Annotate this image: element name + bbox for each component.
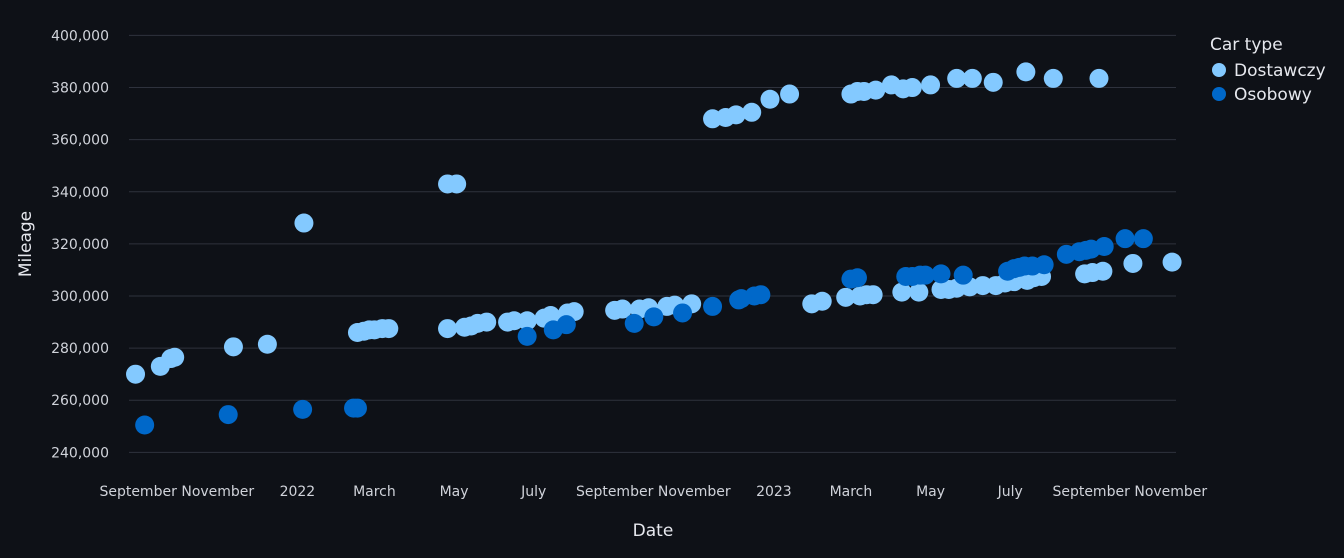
data-point[interactable] [612, 299, 632, 319]
data-point[interactable] [294, 213, 314, 233]
data-point[interactable] [931, 264, 951, 284]
data-point[interactable] [1115, 229, 1135, 249]
data-points [126, 62, 1182, 435]
y-tick-label: 260,000 [51, 393, 109, 409]
legend-marker-dostawczy [1212, 63, 1226, 77]
x-tick-label: September [1052, 484, 1130, 500]
data-point[interactable] [257, 334, 277, 354]
legend-label-osobowy: Osobowy [1234, 85, 1312, 105]
data-point[interactable] [1133, 229, 1153, 249]
data-point[interactable] [726, 105, 746, 125]
legend[interactable]: Car type Dostawczy Osobowy [1210, 35, 1326, 105]
data-point[interactable] [165, 347, 185, 367]
x-tick-label: November [1134, 484, 1207, 500]
data-point[interactable] [347, 398, 367, 418]
data-point[interactable] [953, 265, 973, 285]
data-point[interactable] [1089, 68, 1109, 88]
data-point[interactable] [847, 268, 867, 288]
data-point[interactable] [863, 285, 883, 305]
legend-label-dostawczy: Dostawczy [1234, 61, 1326, 81]
data-point[interactable] [504, 311, 524, 331]
data-point[interactable] [135, 415, 155, 435]
data-point[interactable] [517, 311, 537, 331]
data-point[interactable] [293, 399, 313, 419]
data-point[interactable] [447, 174, 467, 194]
data-point[interactable] [973, 276, 993, 296]
x-axis-title: Date [633, 521, 674, 541]
y-axis-ticks: 240,000 260,000 280,000 300,000 320,000 340,0… [51, 28, 109, 461]
x-tick-label: March [830, 484, 873, 500]
data-point[interactable] [1016, 62, 1036, 82]
data-point[interactable] [438, 319, 458, 339]
data-point[interactable] [780, 84, 800, 104]
data-point[interactable] [836, 287, 856, 307]
legend-title: Car type [1210, 35, 1283, 55]
y-tick-label: 360,000 [51, 133, 109, 149]
data-point[interactable] [1043, 68, 1063, 88]
data-point[interactable] [1162, 252, 1182, 272]
data-point[interactable] [962, 68, 982, 88]
x-tick-label: 2022 [280, 484, 316, 500]
data-point[interactable] [892, 282, 912, 302]
data-point[interactable] [760, 89, 780, 109]
y-tick-label: 400,000 [51, 28, 109, 44]
x-tick-label: September [576, 484, 654, 500]
data-point[interactable] [909, 282, 929, 302]
data-point[interactable] [477, 312, 497, 332]
x-tick-label: May [440, 484, 469, 500]
data-point[interactable] [218, 405, 238, 425]
legend-item-dostawczy[interactable]: Dostawczy [1212, 61, 1326, 81]
data-point[interactable] [866, 80, 886, 100]
data-point[interactable] [902, 78, 922, 98]
x-tick-label: May [916, 484, 945, 500]
data-point[interactable] [223, 337, 243, 357]
data-point[interactable] [751, 285, 771, 305]
series-dostawczy [126, 62, 1182, 384]
gridlines [129, 34, 1176, 453]
data-point[interactable] [742, 102, 762, 122]
data-point[interactable] [556, 315, 576, 335]
x-tick-label: November [181, 484, 254, 500]
data-point[interactable] [624, 313, 644, 333]
legend-marker-osobowy [1212, 87, 1226, 101]
data-point[interactable] [517, 326, 537, 346]
data-point[interactable] [1034, 255, 1054, 275]
y-tick-label: 300,000 [51, 289, 109, 305]
data-point[interactable] [379, 319, 399, 339]
data-point[interactable] [126, 364, 146, 384]
y-tick-label: 320,000 [51, 237, 109, 253]
x-tick-label: July [520, 484, 546, 500]
y-tick-label: 280,000 [51, 341, 109, 357]
y-axis-title: Mileage [16, 211, 36, 277]
data-point[interactable] [1094, 237, 1114, 256]
x-tick-label: 2023 [756, 484, 792, 500]
x-axis-ticks: September November 2022 March May July Septemb… [99, 484, 1207, 500]
data-point[interactable] [915, 265, 935, 285]
data-point[interactable] [703, 296, 723, 316]
legend-item-osobowy[interactable]: Osobowy [1212, 85, 1312, 105]
x-tick-label: March [353, 484, 396, 500]
x-tick-label: July [997, 484, 1023, 500]
y-tick-label: 340,000 [51, 185, 109, 201]
data-point[interactable] [644, 307, 664, 327]
data-point[interactable] [1123, 253, 1143, 273]
data-point[interactable] [947, 68, 967, 88]
data-point[interactable] [1093, 261, 1113, 281]
y-tick-label: 240,000 [51, 445, 109, 461]
y-tick-label: 380,000 [51, 81, 109, 97]
series-osobowy [135, 229, 1153, 435]
data-point[interactable] [983, 72, 1003, 92]
x-tick-label: November [658, 484, 731, 500]
data-point[interactable] [541, 306, 561, 326]
x-tick-label: September [99, 484, 177, 500]
data-point[interactable] [921, 75, 941, 95]
data-point[interactable] [812, 291, 832, 311]
data-point[interactable] [673, 303, 693, 323]
